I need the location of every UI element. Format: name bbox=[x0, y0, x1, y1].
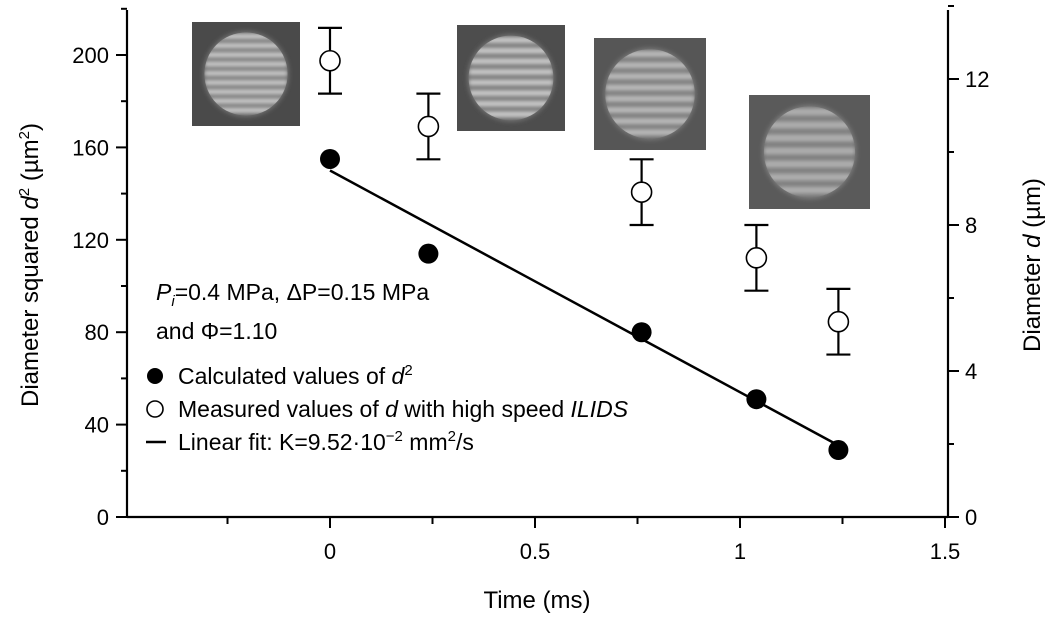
fringe-stripe bbox=[763, 186, 856, 194]
fringe-stripe bbox=[763, 147, 856, 155]
x-axis-title: Time (ms) bbox=[483, 587, 590, 614]
fringe-pattern bbox=[763, 108, 856, 194]
fringe-stripe bbox=[763, 108, 856, 116]
fringe-stripe bbox=[204, 98, 288, 104]
fringe-stripe bbox=[605, 62, 695, 69]
left-y-axis-title: Diameter squared d2 (µm2) bbox=[16, 123, 44, 407]
fringe-pattern bbox=[204, 33, 288, 113]
fringe-stripe bbox=[468, 68, 554, 75]
y-left-tick-label: 40 bbox=[85, 413, 109, 438]
measured-point bbox=[630, 181, 653, 203]
measured-point bbox=[417, 115, 440, 138]
measured-point bbox=[745, 247, 768, 269]
y-left-tick-label: 80 bbox=[85, 320, 109, 345]
fringe-stripe bbox=[605, 50, 695, 58]
fringe-stripe bbox=[204, 61, 288, 67]
droplet-disk bbox=[603, 47, 697, 141]
fringe-stripe bbox=[468, 100, 554, 107]
y-right-tick-label: 8 bbox=[965, 213, 977, 238]
fringe-stripe bbox=[763, 160, 856, 168]
droplet-inset-image bbox=[457, 25, 565, 131]
calculated-point bbox=[418, 243, 439, 264]
data-points bbox=[319, 49, 850, 461]
legend-label-calculated: Calculated values of d2 bbox=[178, 362, 413, 389]
droplet-inset-image bbox=[749, 95, 870, 209]
fringe-stripe bbox=[204, 52, 288, 58]
fringe-stripe bbox=[605, 106, 695, 114]
fringe-stripe bbox=[468, 37, 554, 44]
legend-marker-calculated bbox=[147, 368, 163, 384]
fringe-stripe bbox=[468, 58, 554, 65]
y-left-tick-label: 120 bbox=[72, 228, 109, 253]
droplet-inset-images bbox=[192, 22, 870, 209]
measured-point bbox=[827, 310, 850, 333]
calculated-point bbox=[631, 322, 652, 343]
legend-label-measured: Measured values of d with high speed ILI… bbox=[178, 396, 629, 422]
fringe-stripe bbox=[204, 89, 288, 95]
fringe-stripe bbox=[468, 90, 554, 97]
fringe-stripe bbox=[468, 79, 554, 86]
fringe-stripe bbox=[605, 118, 695, 125]
fringe-stripe bbox=[468, 111, 554, 118]
x-tick-label: 1.5 bbox=[930, 539, 961, 564]
fringe-stripe bbox=[605, 95, 695, 102]
x-tick-label: 0.5 bbox=[520, 539, 551, 564]
fringe-stripe bbox=[204, 70, 288, 76]
fringe-stripe bbox=[763, 121, 856, 129]
calculated-point bbox=[828, 440, 849, 461]
conditions-line-1: Pi=0.4 MPa, ΔP=0.15 MPa bbox=[156, 279, 429, 310]
fringe-stripe bbox=[204, 80, 288, 86]
y-right-tick-label: 0 bbox=[965, 505, 977, 530]
calculated-point bbox=[746, 389, 767, 410]
y-left-tick-label: 160 bbox=[72, 135, 109, 160]
legend: Calculated values of d2 Measured values … bbox=[146, 362, 629, 455]
fringe-stripe bbox=[468, 47, 554, 54]
legend-label-fit: Linear fit: K=9.52·10−2 mm2/s bbox=[178, 428, 474, 455]
axes-frame bbox=[125, 10, 950, 519]
fringe-stripe bbox=[763, 134, 856, 142]
fringe-stripe bbox=[204, 43, 288, 49]
fringe-stripe bbox=[763, 173, 856, 181]
legend-marker-measured bbox=[146, 400, 164, 418]
conditions-line-2: and Φ=1.10 bbox=[156, 318, 277, 344]
droplet-disk bbox=[467, 34, 555, 122]
y-right-tick-label: 4 bbox=[965, 359, 977, 384]
x-tick-label: 1 bbox=[734, 539, 746, 564]
fringe-stripe bbox=[605, 129, 695, 136]
x-tick-label: 0 bbox=[324, 539, 336, 564]
y-left-tick-label: 200 bbox=[72, 43, 109, 68]
fringe-stripe bbox=[605, 73, 695, 80]
calculated-point bbox=[320, 148, 340, 169]
y-right-tick-label: 12 bbox=[965, 67, 989, 92]
right-y-axis-title: Diameter d (µm) bbox=[1019, 178, 1046, 352]
y-left-tick-label: 0 bbox=[97, 505, 109, 530]
droplet-inset-image bbox=[192, 22, 300, 126]
droplet-inset-image bbox=[594, 38, 706, 150]
fringe-stripe bbox=[605, 84, 695, 91]
measured-point bbox=[319, 49, 341, 72]
fringe-pattern bbox=[605, 50, 695, 136]
fringe-stripe bbox=[204, 107, 288, 113]
conditions-annotation: Pi=0.4 MPa, ΔP=0.15 MPa and Φ=1.10 bbox=[156, 279, 429, 344]
fringe-pattern bbox=[468, 37, 554, 118]
fringe-stripe bbox=[204, 33, 288, 39]
